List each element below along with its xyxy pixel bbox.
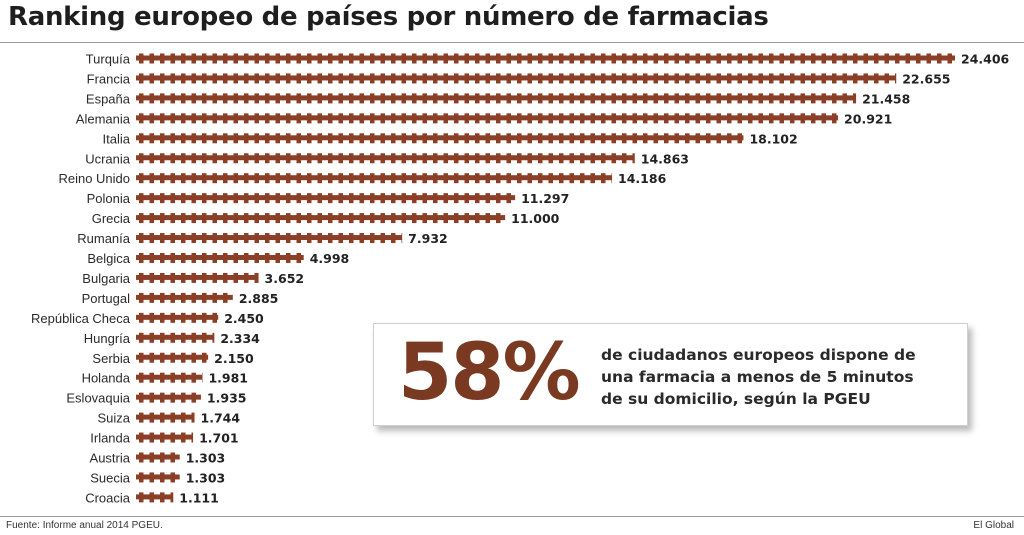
callout-box: 58% de ciudadanos europeos dispone de un… [373, 323, 968, 426]
category-label-grecia: Grecia [92, 211, 131, 226]
callout-line-3: de su domicilio, según la PGEU [601, 390, 871, 408]
value-label-holanda: 1.981 [208, 371, 248, 386]
bar-grecia [136, 213, 506, 225]
bar-croacia [136, 492, 174, 504]
bar-hungria [136, 332, 215, 344]
bar-alemania [136, 113, 839, 125]
category-label-irlanda: Irlanda [90, 431, 131, 446]
value-label-italia: 18.102 [749, 131, 797, 146]
bar-turquia [136, 53, 955, 65]
value-label-reino-unido: 14.186 [618, 171, 667, 186]
category-label-republica-checa: República Checa [31, 311, 131, 326]
category-label-turquia: Turquía [86, 52, 131, 67]
bar-serbia [136, 352, 209, 364]
category-label-espana: España [86, 91, 131, 106]
value-label-irlanda: 1.701 [199, 431, 239, 446]
value-label-austria: 1.303 [186, 451, 226, 466]
bar-austria [136, 452, 180, 464]
bar-republica-checa [136, 312, 219, 324]
callout-percent: 58% [398, 328, 581, 418]
bar-portugal [136, 292, 233, 304]
value-label-francia: 22.655 [902, 71, 950, 86]
bar-suiza [136, 412, 195, 424]
category-label-bulgaria: Bulgaria [82, 271, 130, 286]
bar-rumania [136, 233, 403, 245]
bar-belgica [136, 253, 304, 264]
category-label-hungria: Hungría [84, 331, 131, 346]
category-label-polonia: Polonia [87, 191, 131, 206]
value-label-belgica: 4.998 [310, 251, 350, 266]
bar-polonia [136, 193, 516, 205]
category-label-ucrania: Ucrania [85, 151, 131, 166]
callout-line-1: de ciudadanos europeos dispone de [601, 346, 916, 364]
bar-francia [136, 73, 897, 85]
category-label-belgica: Belgica [87, 251, 130, 266]
category-label-croacia: Croacia [85, 490, 131, 505]
value-label-turquia: 24.406 [961, 52, 1010, 67]
bar-italia [136, 133, 744, 145]
value-label-polonia: 11.297 [521, 191, 569, 206]
title-divider [0, 42, 1024, 43]
bar-chart: Turquía 24.406 Francia 22.655 España 21.458 Al… [31, 52, 1010, 506]
category-label-italia: Italia [103, 131, 131, 146]
category-label-rumania: Rumanía [77, 231, 131, 246]
value-label-croacia: 1.111 [179, 490, 219, 505]
category-label-francia: Francia [87, 71, 131, 86]
category-label-eslovaquia: Eslovaquia [66, 391, 130, 406]
chart-title: Ranking europeo de países por número de … [8, 2, 769, 32]
category-label-alemania: Alemania [76, 111, 131, 126]
value-label-rumania: 7.932 [408, 231, 448, 246]
category-label-austria: Austria [90, 451, 131, 466]
value-label-ucrania: 14.863 [641, 151, 689, 166]
bar-eslovaquia [136, 392, 201, 404]
callout-text: de ciudadanos europeos dispone de una fa… [601, 344, 961, 410]
bar-holanda [136, 372, 203, 384]
value-label-eslovaquia: 1.935 [207, 391, 247, 406]
value-label-republica-checa: 2.450 [224, 311, 264, 326]
bar-suecia [136, 472, 180, 484]
value-label-portugal: 2.885 [239, 291, 279, 306]
category-label-suecia: Suecia [90, 470, 131, 485]
value-label-espana: 21.458 [862, 91, 910, 106]
publisher-brand: El Global [973, 520, 1014, 531]
source-note: Fuente: Informe anual 2014 PGEU. [6, 520, 163, 531]
value-label-suecia: 1.303 [186, 470, 226, 485]
bar-irlanda [136, 432, 194, 444]
bar-espana [136, 93, 857, 105]
category-label-suiza: Suiza [97, 411, 130, 426]
value-label-bulgaria: 3.652 [265, 271, 305, 286]
bar-bulgaria [136, 272, 259, 284]
category-label-holanda: Holanda [82, 371, 131, 386]
value-label-serbia: 2.150 [214, 351, 254, 366]
footer-divider [0, 516, 1024, 517]
bar-ucrania [136, 153, 635, 165]
value-label-grecia: 11.000 [511, 211, 560, 226]
category-label-reino-unido: Reino Unido [58, 171, 130, 186]
category-label-portugal: Portugal [82, 291, 131, 306]
value-label-hungria: 2.334 [220, 331, 260, 346]
bar-reino-unido [136, 173, 613, 185]
value-label-alemania: 20.921 [844, 111, 892, 126]
value-label-suiza: 1.744 [201, 411, 241, 426]
category-label-serbia: Serbia [92, 351, 130, 366]
callout-line-2: una farmacia a menos de 5 minutos [601, 368, 914, 386]
